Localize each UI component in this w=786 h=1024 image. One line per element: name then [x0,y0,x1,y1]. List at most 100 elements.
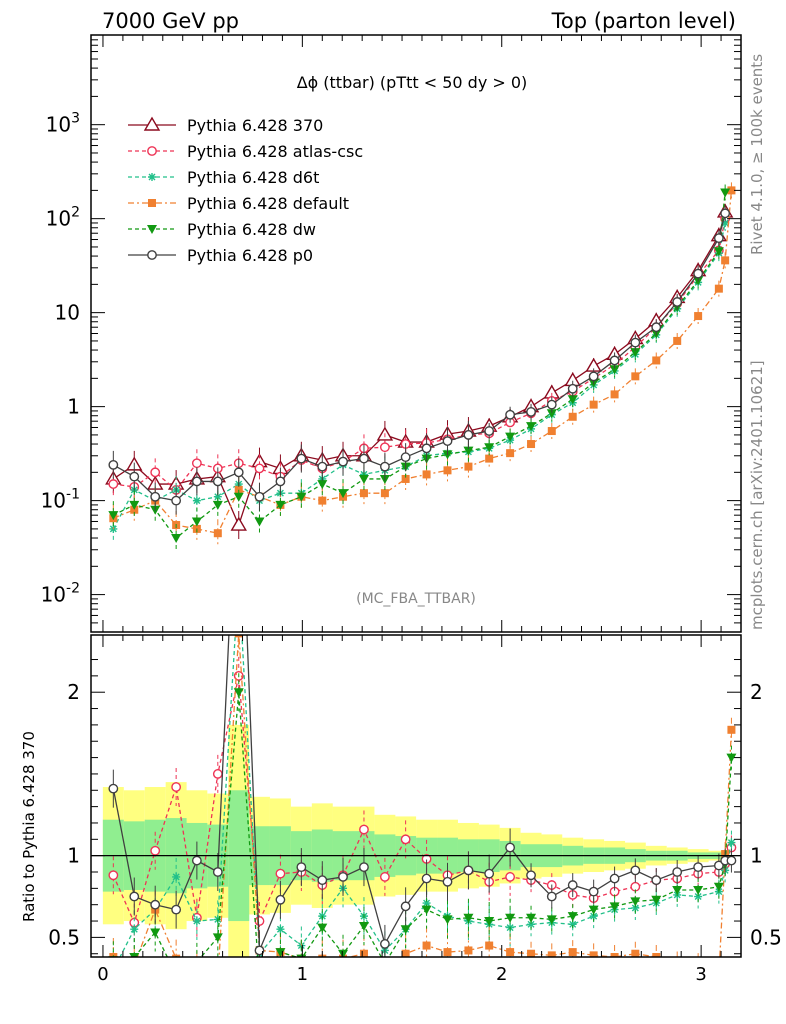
data-point-d6t [276,925,285,934]
data-point-p0 [379,939,390,949]
data-point-p0 [609,355,620,366]
data-point-default [547,427,556,436]
data-point-p0 [505,842,516,853]
data-point-atlas [150,845,161,856]
data-point-atlas [359,824,369,835]
legend-label: Pythia 6.428 d6t [187,168,319,187]
data-point-p0 [275,894,286,905]
legend-marker [147,225,157,234]
y-tick-label: 102 [46,205,80,231]
series-line-dw [130,692,733,957]
data-point-default [422,941,431,950]
data-point-default [464,462,473,471]
data-point-dw [317,923,328,933]
data-point-atlas [275,868,286,879]
data-point-p0 [672,867,683,877]
data-point-dw [254,517,265,527]
data-point-dw [505,432,516,442]
data-point-dw [720,188,731,198]
data-point-dw [546,915,557,925]
data-point-p0 [693,268,704,279]
plot-title: Δϕ (ttbar) (pTtt < 50 dy > 0) [297,73,528,92]
data-point-p0 [421,443,432,454]
data-point-dw [212,933,223,943]
data-point-default [652,356,661,365]
ratio-y-tick-label-right: 0.5 [750,925,782,949]
data-point-dw [526,422,537,432]
ratio-y-tick-label: 2 [67,680,80,704]
legend-label: Pythia 6.428 dw [187,220,316,239]
data-point-dw [567,912,578,922]
data-point-dw [212,500,223,510]
data-point-p0 [359,862,369,873]
data-point-p0 [442,876,453,887]
data-point-d6t [213,492,222,501]
data-point-p0 [484,868,495,879]
data-point-d6t [721,218,730,227]
data-point-default [527,949,536,957]
data-point-p0 [400,901,411,912]
data-point-default [727,186,736,195]
header-right: Top (parton level) [551,9,736,33]
data-point-dw [442,915,453,925]
data-point-d6t [631,903,640,912]
data-point-default [631,949,640,957]
data-point-default [443,466,452,475]
data-point-dw [630,348,641,358]
data-point-p0 [567,880,578,890]
data-point-default [109,953,118,957]
y-tick-label: 103 [46,111,80,137]
data-point-default [727,725,736,734]
ratio-y-tick-label: 1 [67,844,80,868]
data-point-default [610,390,619,399]
data-point-dw [358,474,369,484]
data-point-default [673,336,682,345]
ratio-series-dw [108,673,737,957]
data-point-p0 [546,891,557,902]
main-series-group [105,182,736,553]
data-point-atlas [254,463,265,474]
analysis-watermark: (MC_FBA_TTBAR) [356,591,476,607]
data-point-dw [609,902,620,912]
y-tick-label: 10-2 [41,581,80,607]
data-point-p0 [338,456,348,467]
data-point-p0 [254,945,265,956]
data-point-dw [484,917,495,927]
data-point-default [381,976,389,984]
data-point-p0 [150,491,161,502]
ratio-y-tick-label-right: 2 [750,680,763,704]
data-point-p0 [191,855,202,866]
data-point-atlas [150,467,161,478]
legend-entry-p370: Pythia 6.428 370 [128,116,323,135]
data-point-p0 [108,783,119,794]
data-point-p0 [400,452,411,463]
data-point-p0 [713,233,724,244]
data-point-p0 [630,865,641,876]
data-point-dw [171,534,182,544]
data-point-d6t [694,892,703,901]
data-point-atlas [505,872,516,882]
data-point-dw [505,913,516,923]
data-point-p0 [546,399,557,410]
data-point-dw [463,913,474,923]
data-point-p0 [651,875,662,886]
data-point-p0 [672,297,683,307]
data-point-p0 [233,467,244,478]
data-point-atlas [400,834,411,845]
data-point-dw [713,247,724,257]
data-point-p0 [726,855,737,866]
data-point-dw [296,954,307,957]
data-point-default [380,489,389,498]
data-point-default [631,372,640,381]
data-point-dw [275,500,286,510]
ratio-y-tick-label: 0.5 [48,925,80,949]
data-point-p0 [484,426,495,436]
data-point-default [214,974,222,982]
data-point-atlas [191,458,202,469]
data-point-dw [567,395,578,405]
data-point-default [234,635,243,638]
header-left: 7000 GeV pp [102,9,239,33]
x-tick-label: 3 [695,964,706,985]
data-point-default [527,440,536,449]
